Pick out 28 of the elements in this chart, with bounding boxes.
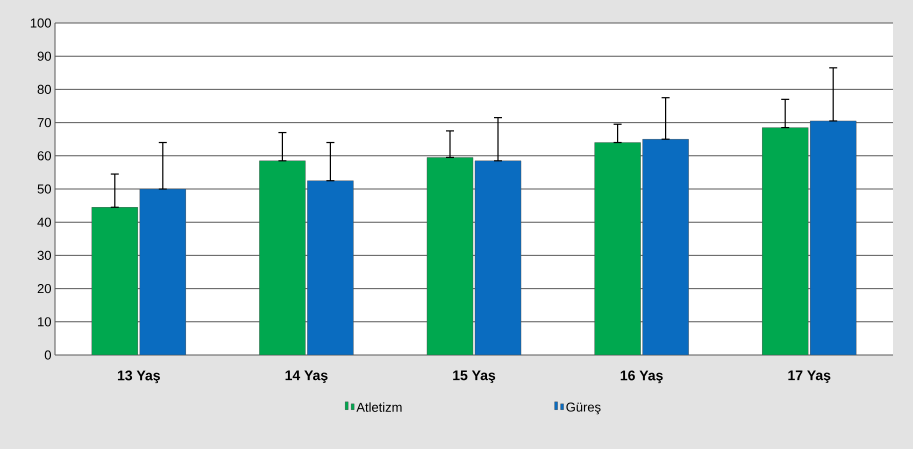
x-tick-label: 15 Yaş [453, 370, 496, 384]
y-tick-label: 60 [38, 151, 51, 160]
x-tick-label: 17 Yaş [788, 370, 830, 384]
bar [594, 142, 641, 355]
x-tick-label: 16 Yaş [620, 370, 663, 384]
x-tick-label: 14 Yaş [286, 370, 328, 384]
y-tick-label: 30 [38, 250, 51, 260]
y-tick-label: 90 [38, 52, 51, 61]
bar [140, 188, 186, 355]
bar [762, 127, 808, 355]
bar [307, 180, 354, 355]
bar [810, 120, 856, 355]
bar [474, 160, 522, 355]
bar [92, 207, 138, 355]
y-tick-label: 20 [38, 284, 51, 294]
y-tick-label: 50 [38, 184, 51, 194]
legend-label: Güreş [566, 402, 601, 414]
y-tick-label: 40 [37, 218, 51, 227]
y-tick-label: 0 [44, 350, 51, 360]
y-tick-label: 70 [38, 118, 51, 128]
bar [259, 160, 306, 355]
y-tick-label: 100 [30, 18, 51, 28]
y-tick-label: 10 [38, 317, 51, 326]
bar [426, 157, 474, 355]
y-tick-label: 80 [38, 84, 51, 94]
bar [642, 139, 689, 355]
x-tick-label: 13 Yaş [118, 370, 160, 384]
legend-label: Atletizm [356, 402, 402, 412]
